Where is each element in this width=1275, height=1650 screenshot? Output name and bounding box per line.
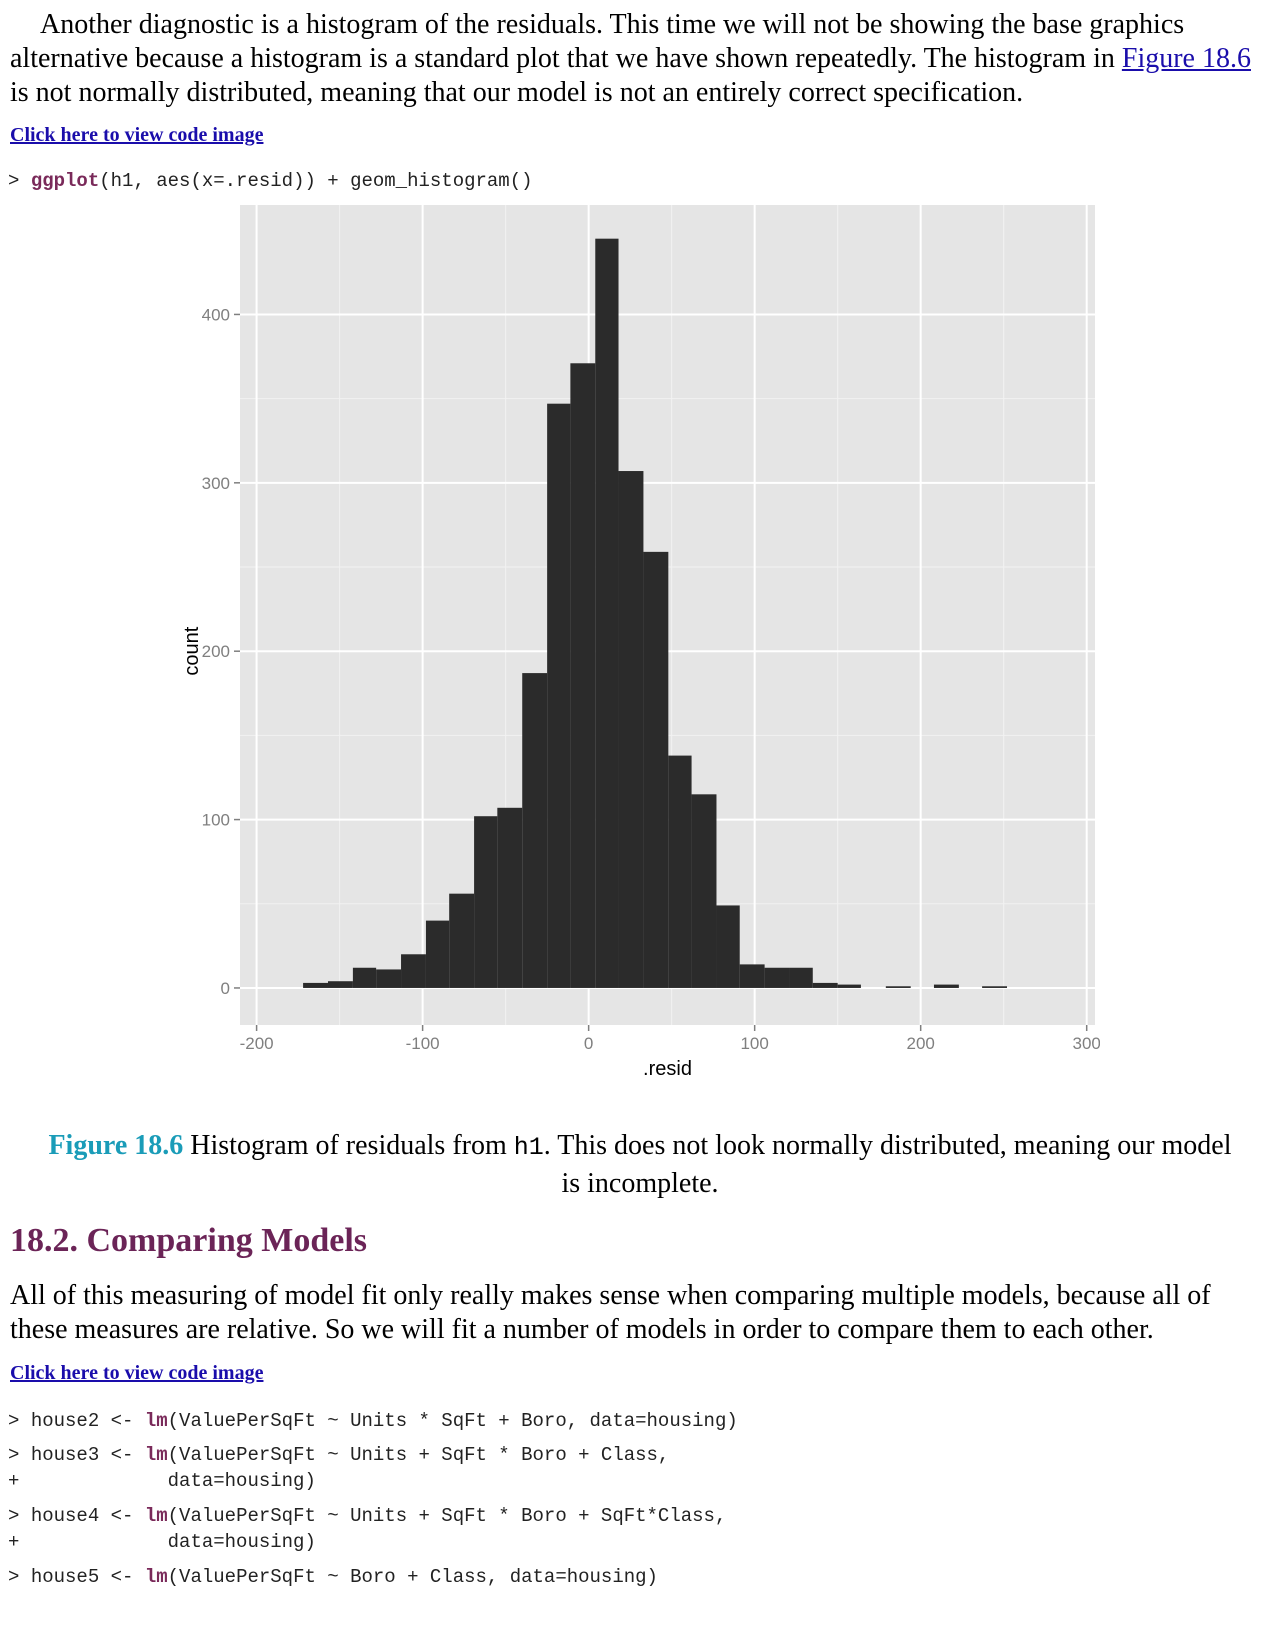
- code-assignment: house5 <-: [30, 1566, 145, 1588]
- figure-label: Figure 18.6: [48, 1130, 184, 1161]
- histogram-bar: [618, 471, 644, 988]
- y-axis-title: count: [181, 626, 203, 675]
- code-rest: data=housing): [30, 1470, 316, 1492]
- histogram-bar: [376, 969, 402, 988]
- code-function: lm: [144, 1444, 168, 1466]
- y-tick-label: 0: [221, 979, 230, 998]
- code-prompt: +: [8, 1531, 31, 1553]
- code-line: + data=housing): [8, 1470, 316, 1492]
- histogram-bar: [303, 982, 328, 988]
- histogram-bar: [764, 967, 790, 988]
- x-tick-label: -200: [240, 1034, 274, 1053]
- caption-code: h1: [513, 1133, 544, 1162]
- code-assignment: house3 <-: [30, 1444, 145, 1466]
- x-tick-label: 200: [906, 1034, 934, 1053]
- code-line: > house4 <- lm(ValuePerSqFt ~ Units + Sq…: [8, 1505, 726, 1527]
- histogram-bar: [885, 986, 911, 988]
- x-tick-label: 0: [584, 1034, 593, 1053]
- code-function: ggplot: [30, 170, 100, 192]
- histogram-bar: [668, 755, 692, 988]
- y-tick-label: 300: [202, 474, 230, 493]
- histogram-bar: [933, 984, 959, 988]
- histogram-bar: [522, 673, 548, 988]
- view-code-image-link[interactable]: Click here to view code image: [10, 124, 264, 146]
- code-rest: data=housing): [30, 1531, 316, 1553]
- code-assignment: house2 <-: [30, 1410, 145, 1432]
- y-tick-label: 400: [202, 305, 230, 324]
- code-function: lm: [144, 1566, 168, 1588]
- x-tick-label: 100: [740, 1034, 768, 1053]
- histogram-bar: [474, 816, 498, 988]
- code-prompt: >: [8, 1505, 31, 1527]
- histogram-bar: [570, 363, 596, 988]
- x-tick-label: 300: [1073, 1034, 1100, 1053]
- x-tick-label: -100: [406, 1034, 440, 1053]
- code-rest: (ValuePerSqFt ~ Units + SqFt * Boro + Cl…: [167, 1444, 670, 1466]
- histogram-bar: [739, 964, 765, 988]
- histogram-bar: [691, 794, 717, 988]
- histogram-bar: [547, 403, 571, 988]
- code-line: + data=housing): [8, 1531, 316, 1553]
- code-assignment: house4 <-: [30, 1505, 145, 1527]
- code-prompt: >: [8, 1566, 31, 1588]
- x-axis-title: .resid: [643, 1058, 692, 1080]
- code-prompt: +: [8, 1470, 31, 1492]
- histogram-bar: [643, 551, 669, 988]
- caption-text-after: . This does not look normally distribute…: [543, 1130, 1232, 1199]
- section-paragraph: All of this measuring of model fit only …: [10, 1280, 1211, 1345]
- figure-caption: Figure 18.6 Histogram of residuals from …: [40, 1128, 1240, 1202]
- residual-histogram-chart: -200 -100 0 100 200 300 0 100 200 300 400 .resid cou…: [181, 205, 1100, 1080]
- histogram-bar: [327, 981, 353, 988]
- code-rest: (ValuePerSqFt ~ Boro + Class, data=housi…: [167, 1566, 658, 1588]
- y-tick-label: 200: [202, 642, 230, 661]
- view-code-image-link-2[interactable]: Click here to view code image: [10, 1362, 264, 1384]
- code-line: > house5 <- lm(ValuePerSqFt ~ Boro + Cla…: [8, 1566, 658, 1588]
- code-prompt: >: [8, 1444, 31, 1466]
- figure-18-6-link[interactable]: Figure 18.6: [1121, 43, 1251, 74]
- code-prompt: >: [8, 1410, 31, 1432]
- code-line: > ggplot(h1, aes(x=.resid)) + geom_histo…: [8, 170, 533, 192]
- histogram-bar: [982, 986, 1008, 988]
- histogram-bar: [425, 920, 450, 988]
- histogram-bar: [497, 807, 523, 988]
- histogram-bar: [716, 905, 740, 988]
- code-line: > house2 <- lm(ValuePerSqFt ~ Units * Sq…: [8, 1410, 738, 1432]
- code-rest: (h1, aes(x=.resid)) + geom_histogram(): [99, 170, 533, 192]
- code-line: > house3 <- lm(ValuePerSqFt ~ Units + Sq…: [8, 1444, 669, 1466]
- section-heading: 18.2. Comparing Models: [10, 1222, 367, 1259]
- caption-text-before: Histogram of residuals from: [183, 1130, 514, 1161]
- histogram-bar: [352, 967, 377, 988]
- histogram-bar: [812, 982, 838, 988]
- y-tick-label: 100: [202, 811, 230, 830]
- histogram-bar: [401, 954, 426, 988]
- histogram-bar: [789, 967, 813, 988]
- intro-text-after: is not normally distributed, meaning tha…: [10, 77, 1024, 108]
- code-prompt: >: [8, 170, 31, 192]
- code-function: lm: [144, 1505, 168, 1527]
- histogram-bar: [449, 893, 475, 988]
- intro-paragraph: Another diagnostic is a histogram of the…: [10, 8, 1265, 110]
- code-rest: (ValuePerSqFt ~ Units + SqFt * Boro + Sq…: [167, 1505, 727, 1527]
- histogram-bar: [837, 984, 861, 988]
- histogram-bar: [595, 238, 619, 988]
- code-function: lm: [144, 1410, 168, 1432]
- intro-text-before: Another diagnostic is a histogram of the…: [10, 9, 1185, 74]
- code-rest: (ValuePerSqFt ~ Units * SqFt + Boro, dat…: [167, 1410, 738, 1432]
